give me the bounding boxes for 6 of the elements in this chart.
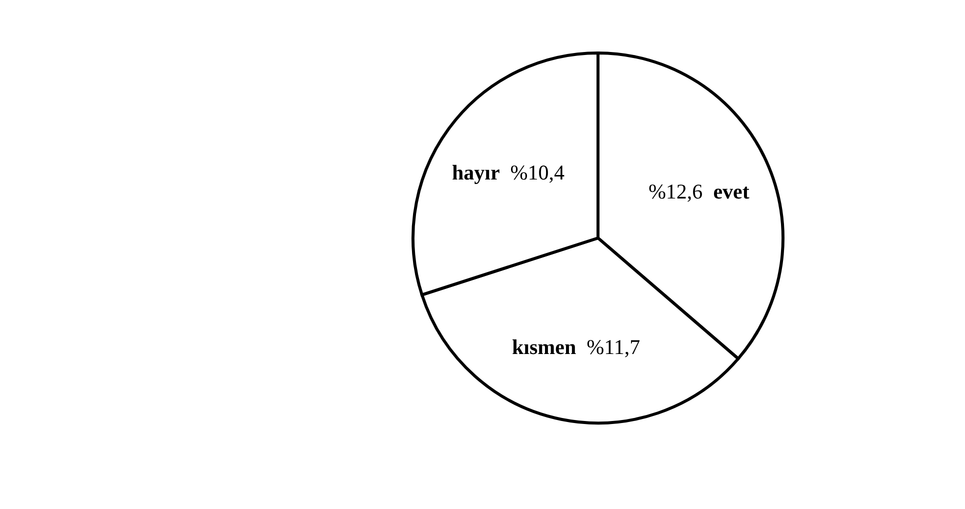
data-label: %10,4 (510, 160, 566, 185)
data-label: %12,6 (648, 180, 703, 204)
slice-label: hayır (452, 160, 500, 185)
data-label: %11,7 (586, 334, 640, 359)
slice-label: kısmen (512, 334, 576, 359)
slice-label: evet (713, 180, 750, 204)
